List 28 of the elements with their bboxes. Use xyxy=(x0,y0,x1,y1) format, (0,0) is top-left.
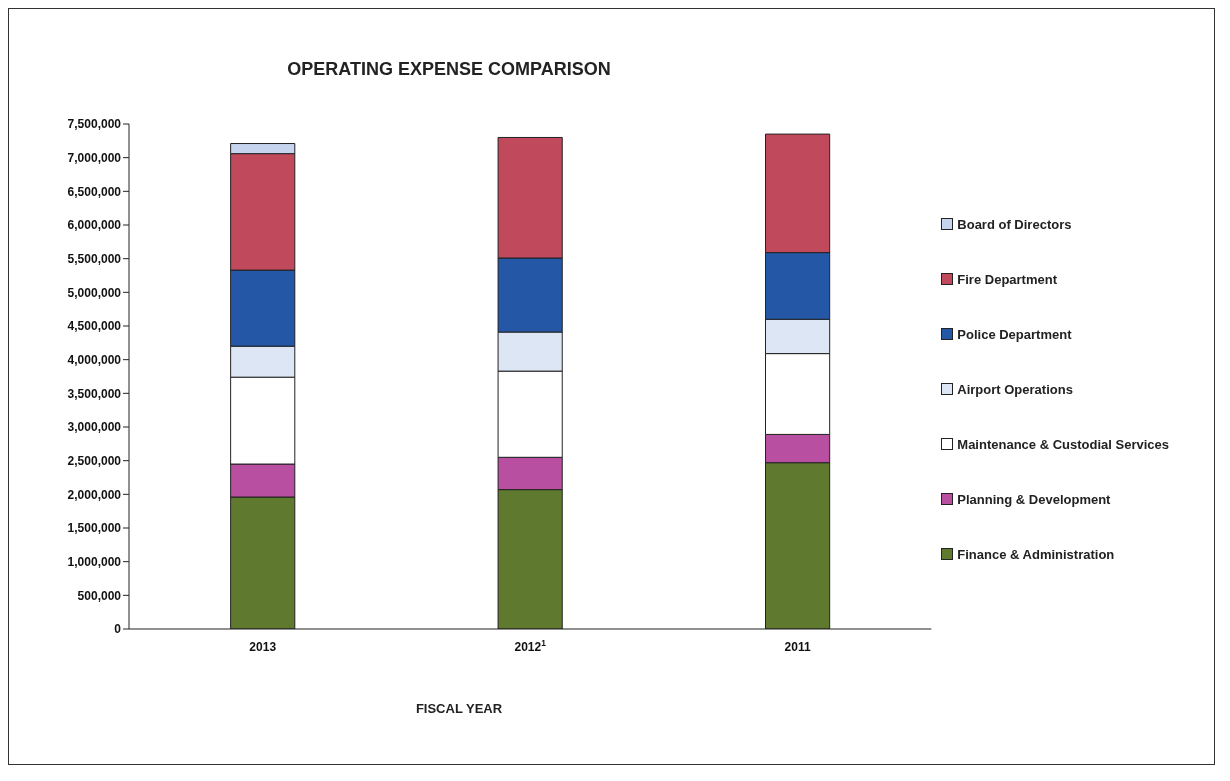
legend-label: Board of Directors xyxy=(956,216,1073,232)
y-tick-label: 2,500,000 xyxy=(67,453,122,468)
y-tick-label: 1,000,000 xyxy=(67,554,122,569)
y-tick-label: 7,000,000 xyxy=(67,150,122,165)
legend-label: Fire Department xyxy=(956,271,1058,287)
y-tick-label: 0 xyxy=(114,622,122,637)
y-tick-label: 5,000,000 xyxy=(67,285,122,300)
x-tick-label: 2013 xyxy=(249,640,277,654)
x-tick-label: 2011 xyxy=(784,640,811,654)
y-tick-label: 6,500,000 xyxy=(67,184,122,199)
y-tick-label: 3,500,000 xyxy=(67,386,122,401)
y-tick-label: 4,500,000 xyxy=(67,319,122,334)
legend-label: Police Department xyxy=(956,326,1073,342)
x-tick-label: 2012$^{1}$ xyxy=(514,638,547,654)
legend-label: Airport Operations xyxy=(956,381,1074,397)
y-tick-label: 1,500,000 xyxy=(67,521,122,536)
y-tick-label: 6,000,000 xyxy=(67,218,122,233)
y-tick-label: 7,500,000 xyxy=(67,117,122,132)
y-tick-label: 4,000,000 xyxy=(67,352,122,367)
chart-title: OPERATING EXPENSE COMPARISON xyxy=(286,59,612,80)
legend-label: Finance & Administration xyxy=(956,546,1116,562)
y-tick-label: 5,500,000 xyxy=(67,251,122,266)
y-tick-label: 3,000,000 xyxy=(67,420,122,435)
y-tick-label: 500,000 xyxy=(77,588,122,603)
y-tick-label: 2,000,000 xyxy=(67,487,122,502)
legend-label: Maintenance & Custodial Services xyxy=(956,436,1169,452)
legend-label: Planning & Development xyxy=(956,491,1112,507)
x-axis-title: FISCAL YEAR xyxy=(414,701,504,716)
